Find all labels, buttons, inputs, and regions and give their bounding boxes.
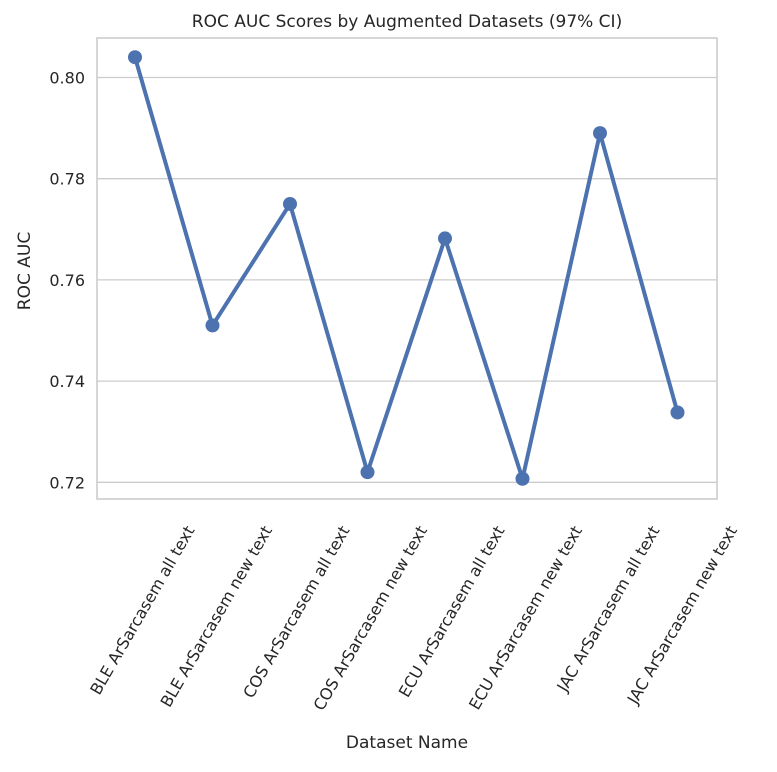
data-point	[283, 196, 297, 211]
y-tick-label: 0.78	[49, 170, 85, 189]
data-point	[128, 50, 142, 65]
chart-title: ROC AUC Scores by Augmented Datasets (97…	[192, 12, 622, 32]
data-point	[593, 126, 607, 141]
y-tick-labels: 0.72 0.74 0.76 0.78 0.80	[49, 68, 85, 492]
plot-frame	[96, 37, 718, 500]
data-point	[670, 405, 685, 420]
y-tick-label: 0.80	[49, 68, 85, 87]
data-point	[205, 318, 220, 333]
y-tick-label: 0.76	[49, 271, 85, 290]
x-axis-label: Dataset Name	[346, 733, 468, 753]
series-line	[133, 55, 680, 481]
data-point	[438, 231, 452, 246]
y-tick-label: 0.74	[49, 372, 85, 391]
y-tick-label: 0.72	[49, 473, 85, 492]
grid-lines	[97, 76, 717, 483]
data-point	[515, 471, 530, 486]
y-axis-label: ROC AUC	[15, 232, 35, 310]
series-layer	[128, 50, 685, 486]
data-point	[360, 465, 375, 480]
